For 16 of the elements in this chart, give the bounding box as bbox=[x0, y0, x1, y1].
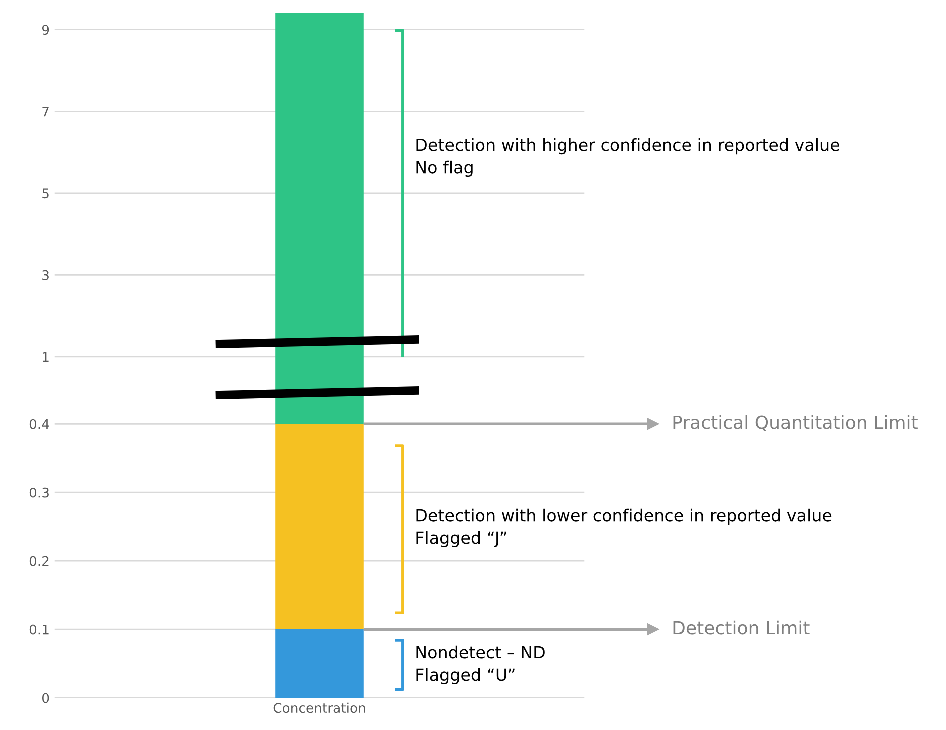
annotation: Detection with higher confidence in reported value No flag bbox=[416, 138, 840, 178]
y-tick-label: 0.3 bbox=[30, 488, 49, 498]
annotation: Detection with lower confidence in reported value Flagged “J” bbox=[416, 508, 832, 548]
y-tick-label: 5 bbox=[42, 188, 49, 199]
y-tick-label: 0.4 bbox=[30, 419, 50, 430]
annotation: Nondetect – ND Flagged “U” bbox=[416, 646, 545, 684]
y-tick-label: 0.1 bbox=[30, 624, 49, 635]
ref-line-label: Practical Quantitation Limit bbox=[674, 415, 918, 432]
y-tick-label: 7 bbox=[42, 107, 49, 117]
y-tick-label: 9 bbox=[42, 25, 50, 36]
x-tick-label: Concentration bbox=[274, 702, 366, 714]
y-tick-label: 0.2 bbox=[30, 556, 49, 566]
y-tick-label: 3 bbox=[42, 270, 49, 280]
y-tick-label: 0 bbox=[42, 693, 50, 704]
y-tick-label: 1 bbox=[43, 352, 49, 362]
ref-line-label: Detection Limit bbox=[674, 620, 810, 635]
